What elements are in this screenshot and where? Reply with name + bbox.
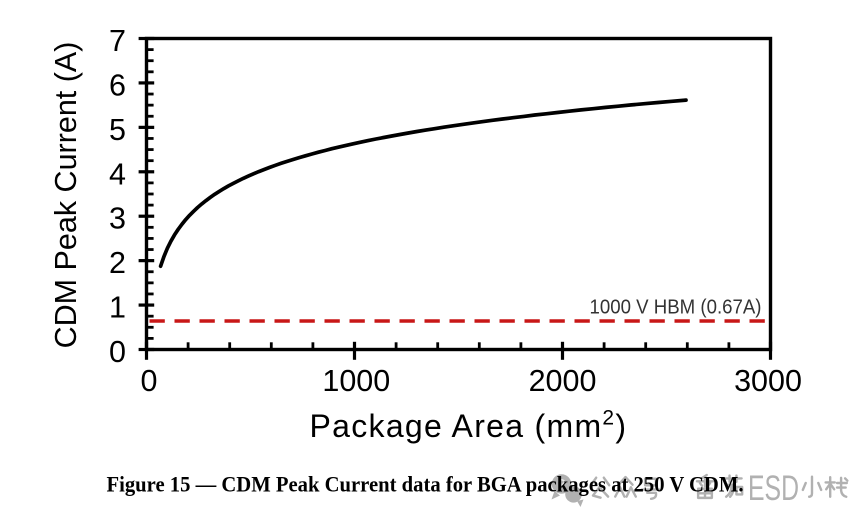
- svg-text:Figure 15 — CDM Peak Current d: Figure 15 — CDM Peak Current data for BG…: [107, 472, 744, 497]
- svg-text:2000: 2000: [529, 364, 597, 398]
- svg-text:1000 V HBM (0.67A): 1000 V HBM (0.67A): [590, 297, 762, 319]
- svg-text:5: 5: [109, 113, 126, 147]
- svg-text:Package Area (mm2): Package Area (mm2): [310, 407, 628, 445]
- svg-text:6: 6: [109, 68, 126, 102]
- svg-text:1: 1: [109, 291, 126, 325]
- svg-text:2: 2: [109, 246, 126, 280]
- svg-text:0: 0: [141, 364, 158, 398]
- svg-text:7: 7: [109, 24, 126, 58]
- svg-text:4: 4: [109, 157, 126, 191]
- svg-text:ESD: ESD: [748, 469, 799, 508]
- svg-text:0: 0: [109, 335, 126, 369]
- svg-text:1000: 1000: [322, 364, 390, 398]
- svg-text:CDM Peak Current (A): CDM Peak Current (A): [49, 42, 83, 349]
- svg-text:3: 3: [109, 202, 126, 236]
- svg-text:3000: 3000: [734, 364, 802, 398]
